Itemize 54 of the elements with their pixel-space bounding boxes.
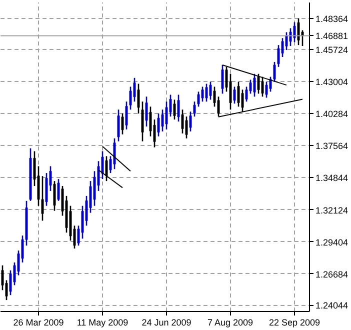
candlestick [293,22,296,43]
x-tick-label: 11 May 2009 [76,318,128,328]
candlestick [117,108,120,142]
candlestick [277,44,280,68]
candlestick [173,99,176,120]
candlestick [229,73,232,110]
candlestick [185,116,188,140]
y-tick-label: 1.48364 [316,14,348,24]
candlestick [45,172,48,206]
candlestick [205,83,208,102]
y-tick-label: 1.43004 [316,76,348,87]
candlestick [265,81,268,98]
candlestick [177,94,180,122]
candlestick [221,64,224,94]
candlestick [53,180,56,212]
candlestick [201,86,204,102]
candlestick [133,77,136,102]
x-tick-label: 26 Mar 2009 [13,318,64,328]
candlestick [113,138,116,170]
candlestick [253,73,256,98]
candlestick [125,100,128,130]
candlestick [297,18,300,46]
candlestick [137,83,140,114]
candlestick [121,112,124,136]
y-tick-label: 1.32124 [316,205,348,216]
x-tick-label: 22 Sep 2009 [268,318,320,328]
y-tick-label: 1.45724 [316,44,348,55]
candlestick [245,86,248,102]
candlestick [41,175,44,222]
y-tick-label: 1.26684 [316,269,348,280]
x-tick-label: 24 Jun 2009 [142,318,192,328]
candlestick [289,28,292,47]
y-tick-label: 1.24044 [316,300,348,311]
candlestick [197,91,200,108]
candlestick [165,100,168,130]
candlestick [193,100,196,118]
candlestick [237,81,240,108]
y-tick-label: 1.34844 [316,173,348,184]
candlestick [57,178,60,202]
candlestick [145,96,148,128]
y-tick-label: 1.40284 [316,109,348,120]
candlestick [285,32,288,51]
candlestick [209,81,212,100]
x-tick-label: 7 Aug 2009 [207,318,254,328]
candlestick [233,86,236,104]
candlestick [129,86,132,110]
candlestick [161,108,164,132]
y-tick-label: 1.37564 [316,141,348,152]
candlestick [157,112,160,138]
y-tick-label: 1.29404 [316,237,348,248]
ref-line-label: 1.46881 [316,31,348,42]
candlestick [181,108,184,134]
candlestick [141,100,144,142]
candlestick [189,110,192,132]
